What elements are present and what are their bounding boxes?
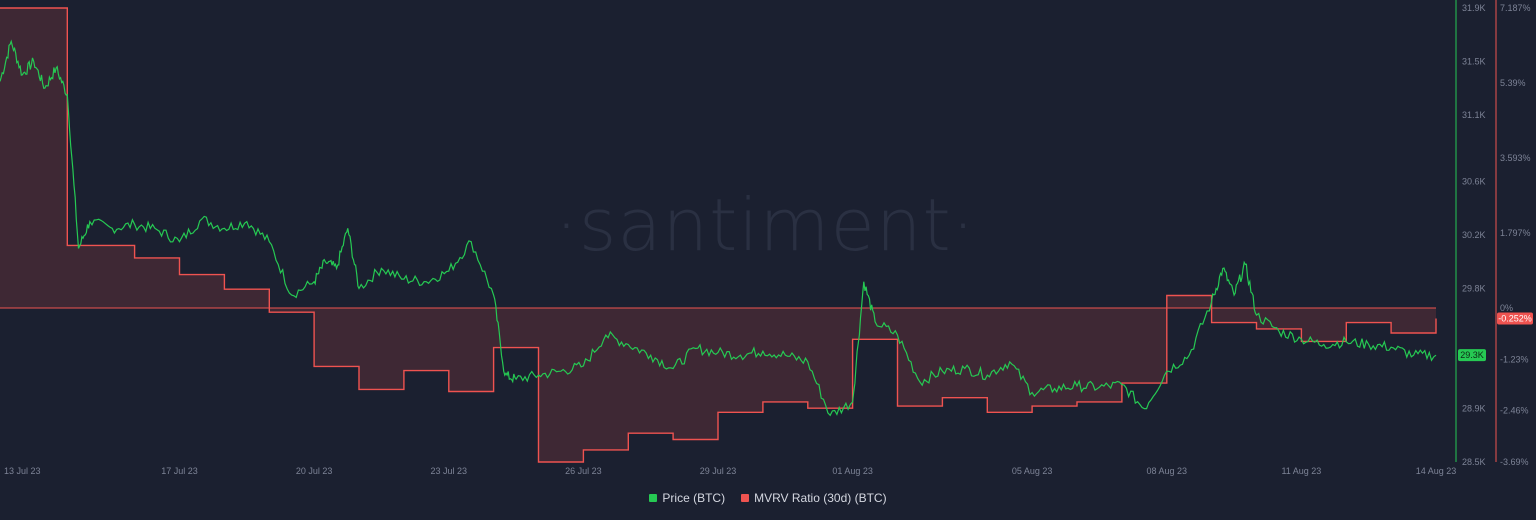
- x-tick-label: 13 Jul 23: [4, 466, 41, 476]
- right-tick-label: 1.797%: [1500, 228, 1531, 238]
- legend-item-mvrv[interactable]: MVRV Ratio (30d) (BTC): [741, 491, 887, 505]
- santiment-watermark: ·santiment·: [555, 183, 976, 267]
- left-tick-label: 30.2K: [1462, 230, 1486, 240]
- price-line: [0, 39, 1437, 417]
- left-tick-label: 31.9K: [1462, 3, 1486, 13]
- axes: [1455, 0, 1497, 462]
- x-tick-label: 05 Aug 23: [1012, 466, 1053, 476]
- price-series-line: [0, 39, 1437, 417]
- mvrv-current-badge: -0.252%: [1498, 313, 1532, 323]
- x-tick-label: 26 Jul 23: [565, 466, 602, 476]
- right-tick-label: -3.69%: [1500, 457, 1529, 467]
- left-tick-label: 28.5K: [1462, 457, 1486, 467]
- left-tick-label: 31.1K: [1462, 110, 1486, 120]
- right-tick-label: -2.46%: [1500, 406, 1529, 416]
- price-current-badge: 29.3K: [1460, 350, 1484, 360]
- mvrv-area-fill: [0, 8, 1436, 462]
- right-tick-label: 3.593%: [1500, 153, 1531, 163]
- left-tick-label: 28.9K: [1462, 404, 1486, 414]
- legend-swatch-mvrv: [741, 494, 750, 502]
- right-tick-label: 7.187%: [1500, 3, 1531, 13]
- x-tick-label: 11 Aug 23: [1281, 466, 1321, 476]
- price-mvrv-chart: 13 Jul 23 17 Jul 23 20 Jul 23 23 Jul 23 26 J…: [0, 0, 1533, 476]
- x-tick-label: 23 Jul 23: [430, 466, 467, 476]
- x-tick-label: 14 Aug 23: [1416, 466, 1457, 476]
- right-tick-label: 5.39%: [1500, 78, 1526, 88]
- left-tick-label: 29.8K: [1462, 283, 1486, 293]
- x-tick-label: 29 Jul 23: [700, 466, 737, 476]
- mvrv-area: [0, 8, 1436, 462]
- left-tick-label: 31.5K: [1462, 56, 1486, 66]
- mvrv-series-line: [0, 7, 1437, 463]
- x-axis-ticks: 13 Jul 23 17 Jul 23 20 Jul 23 23 Jul 23 26 J…: [4, 466, 1456, 476]
- legend-label-mvrv: MVRV Ratio (30d) (BTC): [754, 491, 887, 505]
- current-value-badges: 29.3K -0.252%: [1458, 312, 1533, 362]
- left-tick-label: 30.6K: [1462, 177, 1486, 187]
- right-axis-ticks: 7.187% 5.39% 3.593% 1.797% 0% -1.23% -2.46% -3.…: [1500, 3, 1531, 467]
- legend-swatch-price: [649, 494, 658, 502]
- x-tick-label: 08 Aug 23: [1146, 466, 1187, 476]
- legend-item-price[interactable]: Price (BTC): [649, 491, 725, 505]
- mvrv-line: [0, 7, 1437, 463]
- legend-label-price: Price (BTC): [662, 491, 726, 505]
- right-tick-label: -1.23%: [1500, 354, 1529, 364]
- x-tick-label: 20 Jul 23: [296, 466, 333, 476]
- x-tick-label: 17 Jul 23: [161, 466, 198, 476]
- left-axis-ticks: 31.9K 31.5K 31.1K 30.6K 30.2K 29.8K 28.9K 28.5K: [1462, 3, 1486, 467]
- chart-legend: Price (BTC) MVRV Ratio (30d) (BTC): [0, 491, 1536, 505]
- right-tick-label: 0%: [1500, 303, 1513, 313]
- x-tick-label: 01 Aug 23: [832, 466, 873, 476]
